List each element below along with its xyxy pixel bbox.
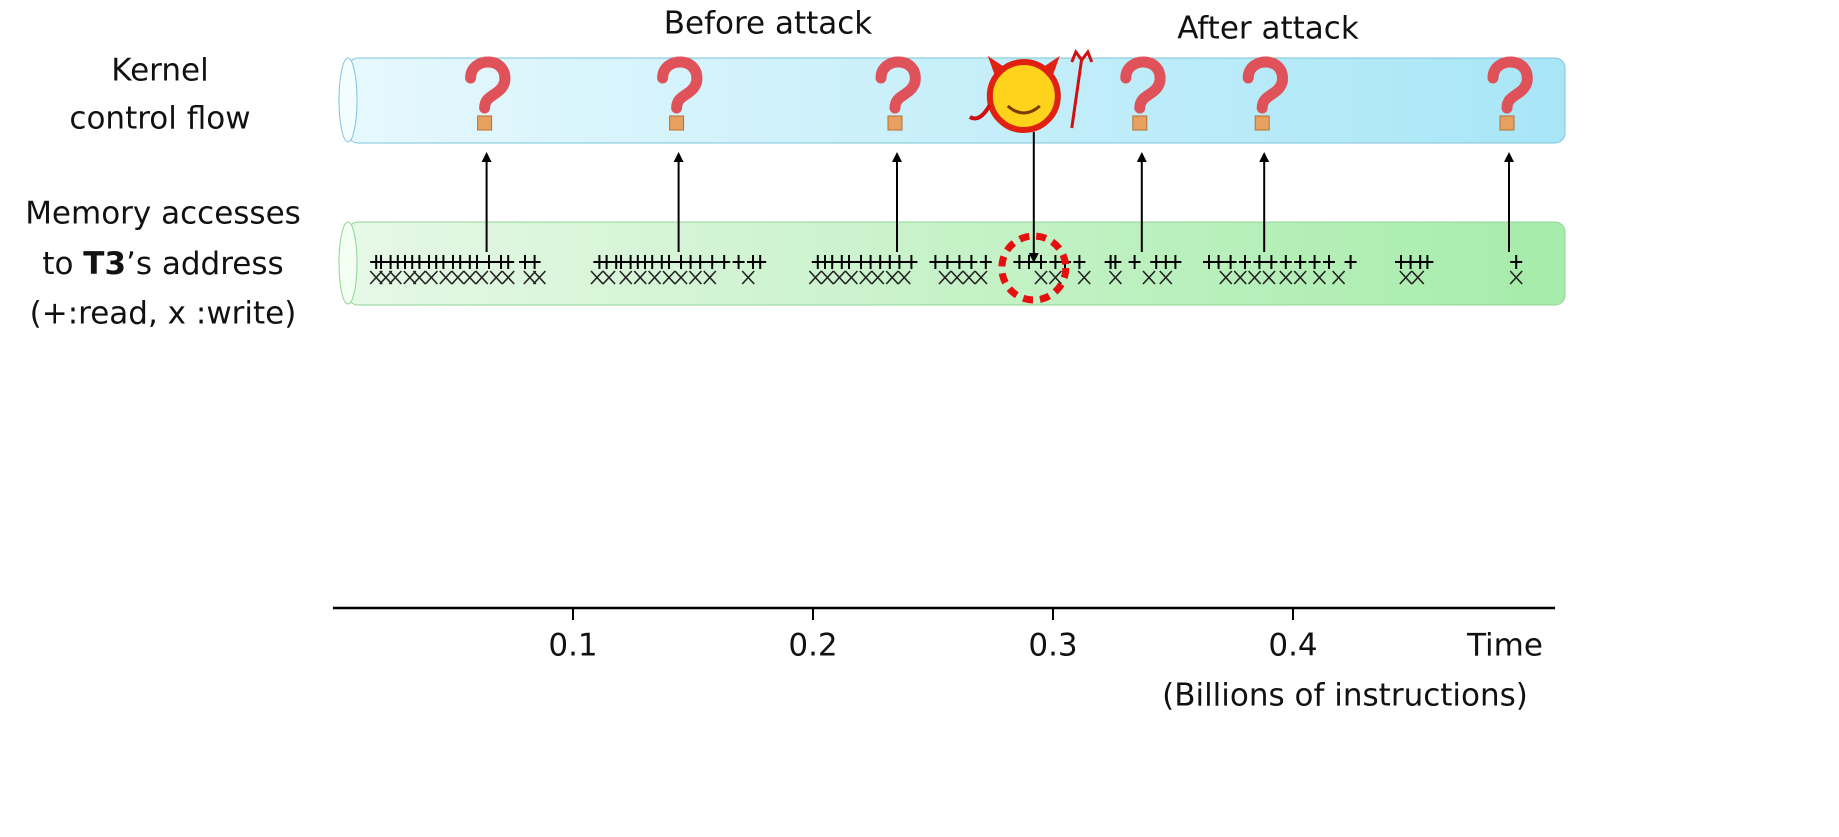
text: to: [42, 246, 83, 282]
text: ’s address: [126, 246, 284, 282]
question-dot: [670, 116, 684, 130]
x-tick-label: 0.3: [1028, 628, 1077, 664]
x-tick-label: 0.1: [548, 628, 597, 664]
kernel-label: control flow: [69, 101, 250, 137]
question-dot: [478, 116, 492, 130]
memory-label: (+:read, x :write): [30, 296, 297, 332]
x-tick-label: 0.2: [788, 628, 837, 664]
kernel-tube: [339, 58, 1565, 143]
diagram: Before attack After attack Kernel contro…: [0, 0, 1839, 837]
axis-unit: (Billions of instructions): [1162, 678, 1528, 714]
kernel-label: Kernel: [111, 53, 208, 89]
before-label: Before attack: [664, 6, 873, 42]
question-dot: [1255, 116, 1269, 130]
memory-label: to T3’s address: [42, 246, 283, 282]
text: T3: [83, 246, 126, 282]
question-dot: [1500, 116, 1514, 130]
memory-tube: [339, 222, 1565, 305]
after-label: After attack: [1177, 11, 1359, 47]
question-dot: [888, 116, 902, 130]
axis-title: Time: [1466, 628, 1543, 664]
x-tick-label: 0.4: [1268, 628, 1317, 664]
question-dot: [1133, 116, 1147, 130]
memory-label: Memory accesses: [25, 196, 301, 232]
